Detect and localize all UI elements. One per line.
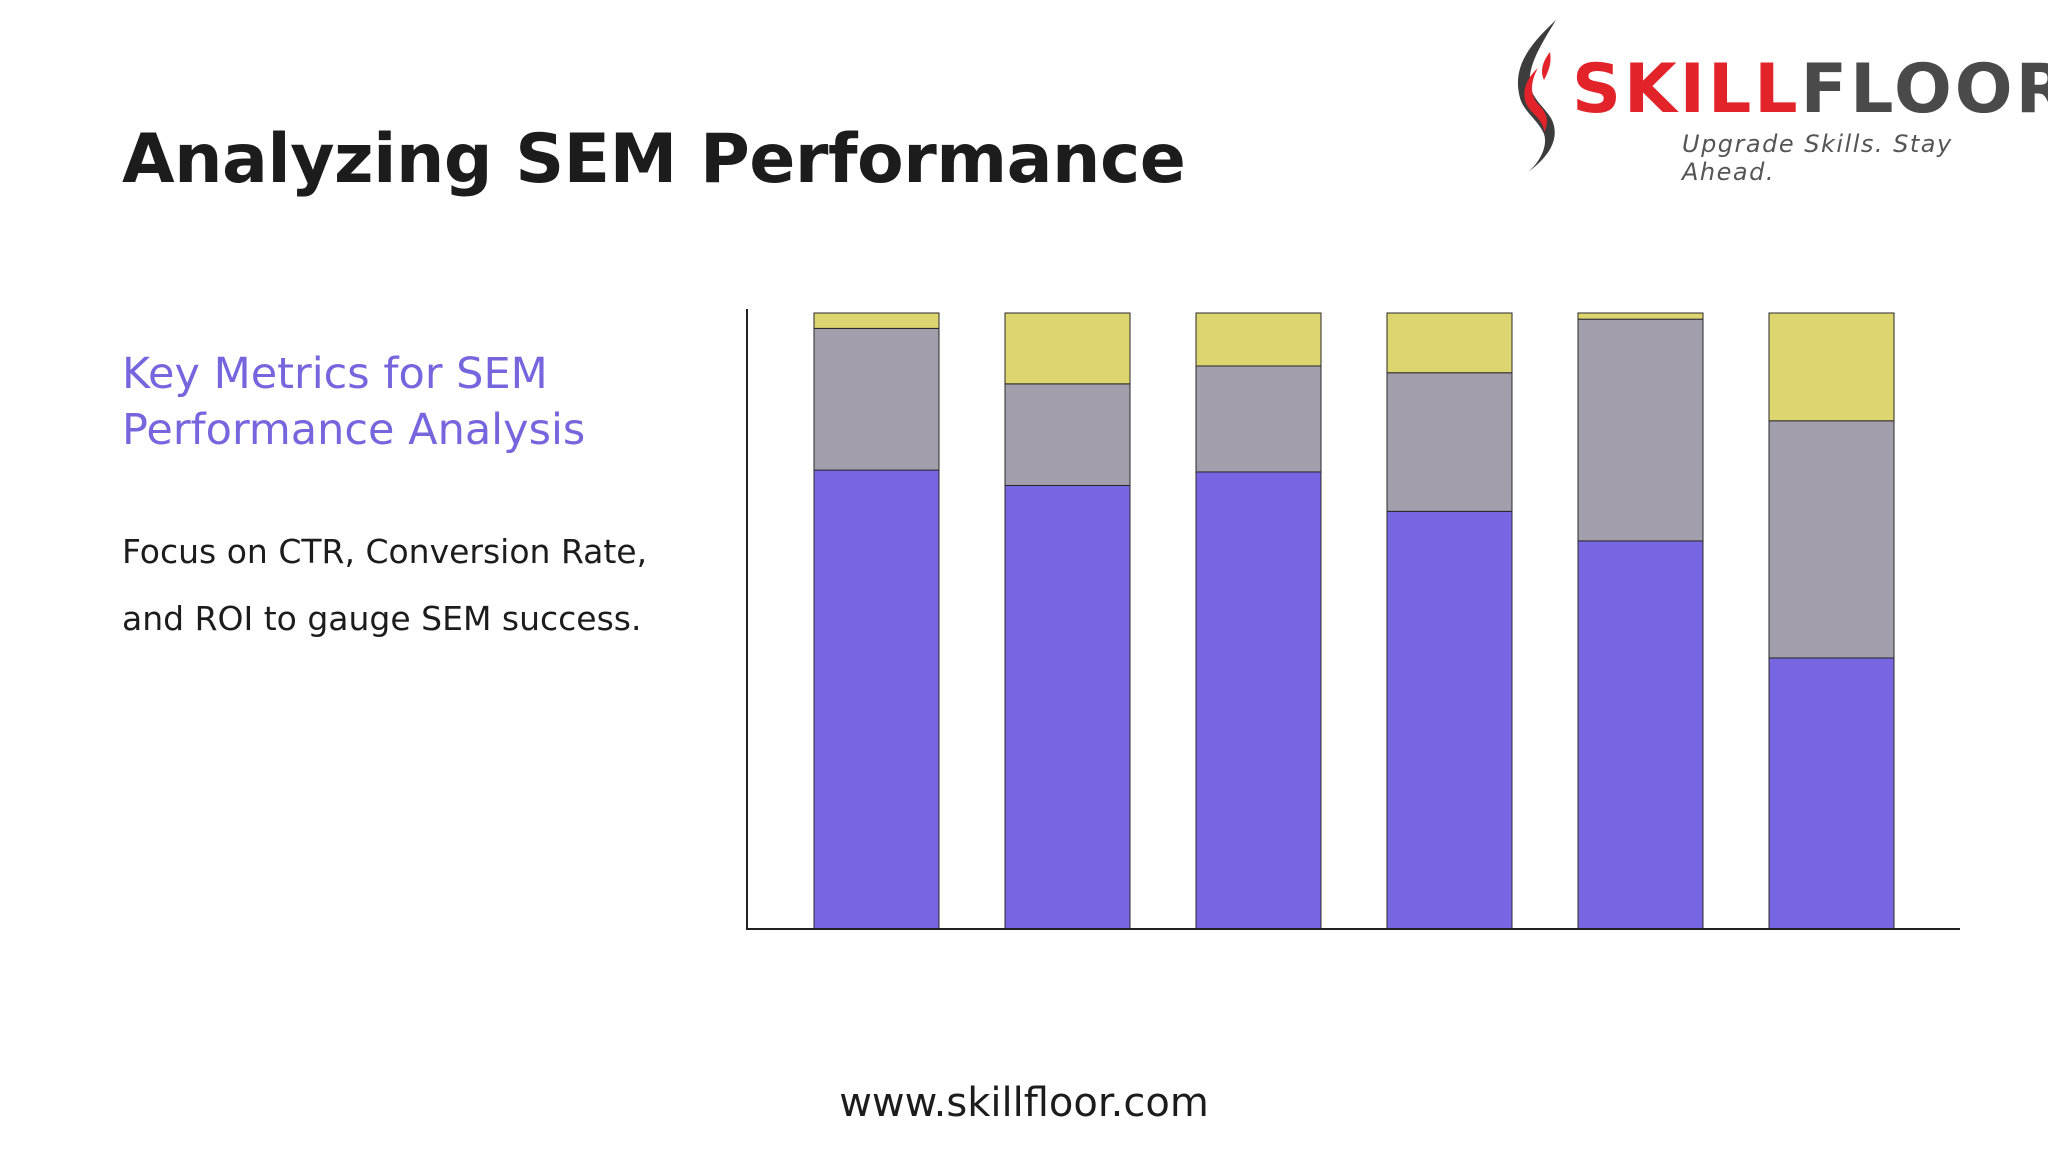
bar-1-series-3 — [813, 312, 940, 329]
logo-wordmark: SKILLFLOOR — [1572, 56, 2048, 124]
bar-6-series-1 — [1768, 657, 1895, 930]
bar-3-series-1 — [1195, 471, 1322, 930]
slide-subtitle: Key Metrics for SEM Performance Analysis — [122, 349, 586, 455]
logo-word-red: SKILL — [1572, 50, 1801, 129]
bar-2-series-2 — [1004, 383, 1131, 486]
logo-word-dark: FLOOR — [1800, 50, 2048, 129]
bar-3-series-3 — [1195, 312, 1322, 367]
skillfloor-logo: SKILLFLOOR Upgrade Skills. Stay Ahead. — [1498, 16, 2048, 186]
chart-bars — [813, 312, 1895, 930]
bar-2-series-1 — [1004, 484, 1131, 930]
logo-tagline: Upgrade Skills. Stay Ahead. — [1682, 130, 1953, 186]
slide-body-text: Focus on CTR, Conversion Rate, and ROI t… — [122, 532, 648, 638]
bar-3-series-2 — [1195, 365, 1322, 473]
flame-logo-icon — [1517, 20, 1556, 172]
bar-4-series-1 — [1386, 510, 1513, 930]
slide-title: Analyzing SEM Performance — [122, 120, 1186, 199]
bar-2-series-3 — [1004, 312, 1131, 385]
bar-1-series-2 — [813, 327, 940, 471]
bar-4-series-3 — [1386, 312, 1513, 374]
footer-url: www.skillfloor.com — [839, 1080, 1209, 1126]
bar-5-series-1 — [1577, 540, 1704, 930]
bar-6-series-3 — [1768, 312, 1895, 422]
bar-5-series-2 — [1577, 318, 1704, 542]
bar-5-series-3 — [1577, 312, 1704, 320]
bar-4-series-2 — [1386, 372, 1513, 512]
bar-1-series-1 — [813, 469, 940, 930]
bar-6-series-2 — [1768, 420, 1895, 659]
